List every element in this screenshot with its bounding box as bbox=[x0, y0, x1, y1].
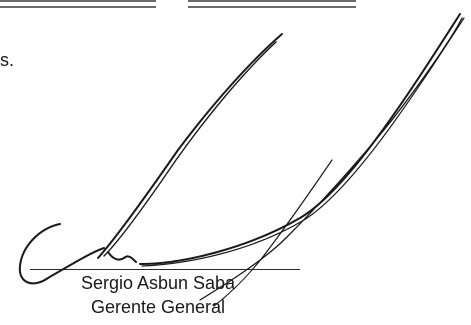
table-border-rule-right bbox=[188, 0, 356, 8]
signer-name: Sergio Asbun Saba bbox=[80, 273, 236, 293]
paragraph-fragment: s. bbox=[0, 50, 15, 70]
signature-line bbox=[30, 269, 300, 270]
table-border-rule-left bbox=[0, 0, 156, 8]
signer-title: Gerente General bbox=[90, 297, 226, 317]
